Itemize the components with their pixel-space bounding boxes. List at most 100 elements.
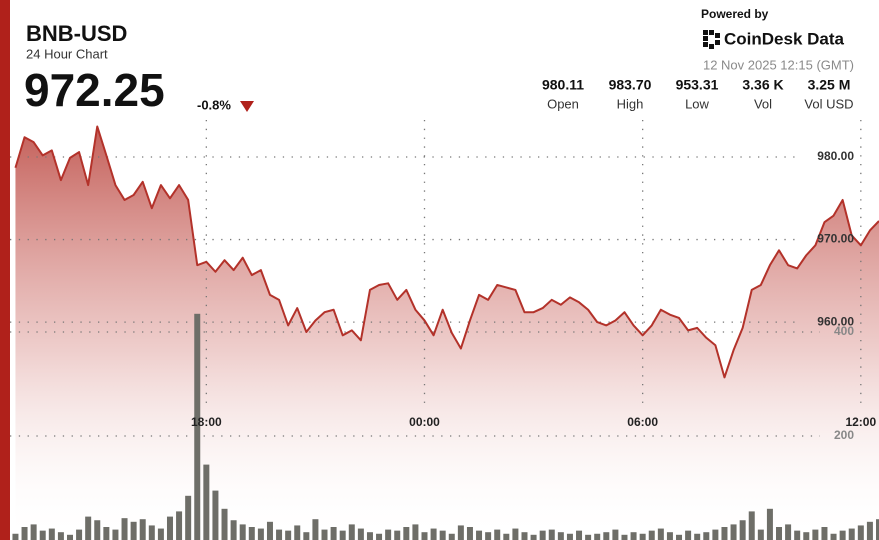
volume-bar <box>739 520 746 540</box>
volume-bar <box>294 525 301 540</box>
volume-bar <box>685 530 692 540</box>
stat-value: 953.31 <box>676 77 719 93</box>
chart-subtitle: 24 Hour Chart <box>26 46 108 61</box>
volume-bar <box>512 528 519 540</box>
volume-bar <box>339 530 346 540</box>
volume-bar <box>785 524 792 540</box>
volume-bar <box>48 528 55 540</box>
volume-bar <box>676 534 683 540</box>
volume-bar <box>230 520 237 540</box>
volume-bar <box>348 524 355 540</box>
volume-bar <box>139 519 146 540</box>
volume-bar <box>276 529 283 540</box>
volume-bar <box>876 519 879 540</box>
volume-bar <box>794 530 801 540</box>
y-tick-label: 970.00 <box>817 232 854 246</box>
volume-bar <box>557 532 564 540</box>
volume-bar <box>130 521 137 540</box>
price-change: -0.8% <box>197 97 231 112</box>
volume-bar <box>830 533 837 540</box>
volume-bar <box>321 529 328 540</box>
volume-bar <box>712 529 719 540</box>
volume-bar <box>366 532 373 540</box>
volume-bar <box>12 533 19 540</box>
volume-bar <box>476 530 483 540</box>
volume-bar <box>503 533 510 540</box>
stat-label: Open <box>547 96 579 111</box>
volume-bar <box>530 534 537 540</box>
stats: 980.11 Open 983.70 High 953.31 Low 3.36 K Vol 3.… <box>542 77 854 112</box>
volume-bar <box>157 528 164 540</box>
volume-bar <box>248 527 255 540</box>
volume-bar <box>412 524 419 540</box>
volume-bar <box>576 530 583 540</box>
volume-bar <box>285 530 292 540</box>
stat-label: High <box>617 96 644 111</box>
volume-bar <box>621 534 628 540</box>
chart-title: BNB-USD <box>26 21 127 46</box>
y2-tick-label: 200 <box>834 428 854 442</box>
volume-bar <box>239 524 246 540</box>
volume-bar <box>821 527 828 540</box>
volume-bar <box>603 532 610 540</box>
volume-bar <box>221 508 228 540</box>
price-line <box>14 125 879 379</box>
volume-bar <box>439 530 446 540</box>
volume-bar <box>776 527 783 540</box>
volume-bar <box>403 527 410 540</box>
volume-bar <box>548 529 555 540</box>
volume-bar <box>148 525 155 540</box>
volume-bar <box>803 532 810 540</box>
volume-bar <box>30 524 37 540</box>
volume-bar <box>485 532 492 540</box>
volume-bar <box>66 534 73 540</box>
volume-bar <box>494 529 501 540</box>
x-tick-label: 06:00 <box>627 415 658 429</box>
volume-bar <box>330 527 337 540</box>
volume-bar <box>94 520 101 540</box>
volume-bar <box>594 533 601 540</box>
volume-bar <box>357 528 364 540</box>
volume-bar <box>194 313 201 540</box>
volume-bar <box>694 533 701 540</box>
volume-bar <box>466 527 473 540</box>
volume-bar <box>857 525 864 540</box>
stat-value: 980.11 <box>542 77 584 93</box>
volume-bar <box>376 533 383 540</box>
stat-label: Vol USD <box>804 96 853 111</box>
volume-bar <box>185 495 192 540</box>
x-tick-label: 00:00 <box>409 415 440 429</box>
volume-bar <box>848 528 855 540</box>
volume-bar <box>57 532 64 540</box>
plot-area: 960.00 970.00 980.00 200 400 18:00 00:00 06:00 1… <box>10 120 879 540</box>
stat-label: Low <box>685 96 709 111</box>
brand-logo <box>703 30 720 49</box>
volume-bar <box>312 519 319 540</box>
volume-bar <box>839 530 846 540</box>
volume-bar <box>203 464 210 540</box>
y-tick-label: 980.00 <box>817 149 854 163</box>
volume-bar <box>612 529 619 540</box>
volume-bar <box>76 529 83 540</box>
volume-bar <box>866 521 873 540</box>
x-tick-label: 18:00 <box>191 415 222 429</box>
volume-bar <box>212 490 219 540</box>
stat-label: Vol <box>754 96 772 111</box>
timestamp: 12 Nov 2025 12:15 (GMT) <box>703 57 854 72</box>
stat-value: 3.36 K <box>742 77 783 93</box>
volume-bar <box>39 530 46 540</box>
volume-bar <box>639 533 646 540</box>
volume-bar <box>457 525 464 540</box>
volume-bar <box>303 532 310 540</box>
volume-bar <box>812 529 819 540</box>
volume-bar <box>112 529 119 540</box>
volume-bar <box>103 527 110 540</box>
volume-bar <box>748 511 755 540</box>
brand-name: CoinDesk Data <box>724 29 845 48</box>
volume-bar <box>421 532 428 540</box>
current-price: 972.25 <box>24 64 165 116</box>
volume-bar <box>657 528 664 540</box>
area-fill <box>15 126 879 540</box>
stat-value: 3.25 M <box>808 77 851 93</box>
